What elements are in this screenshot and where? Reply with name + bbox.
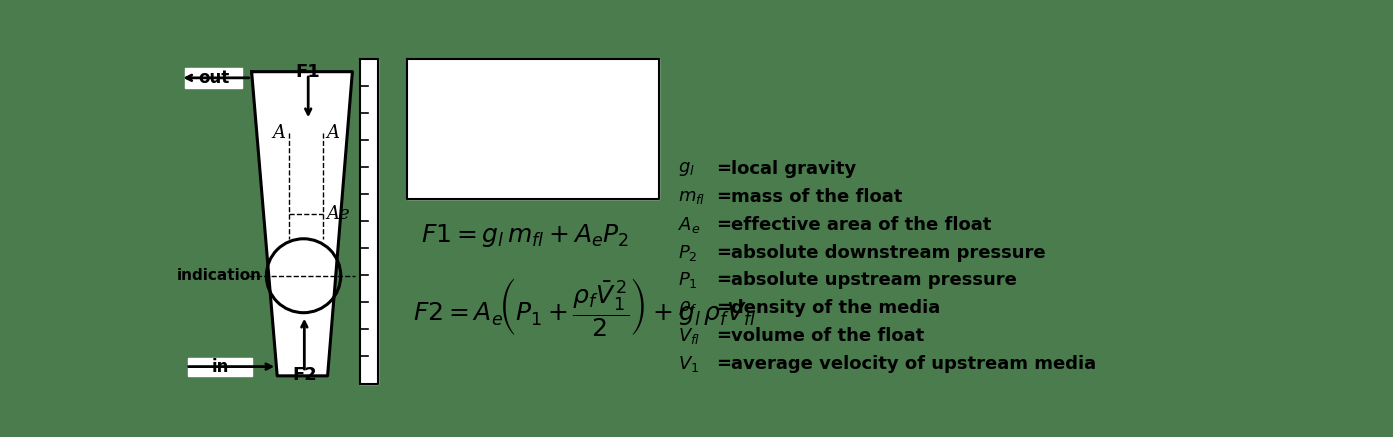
Text: =: = [716,188,731,206]
Polygon shape [188,358,252,376]
Text: =: = [716,327,731,345]
Text: $\rho_f$: $\rho_f$ [678,299,698,317]
Polygon shape [252,72,352,376]
Text: local gravity: local gravity [730,160,855,178]
Text: out: out [198,69,230,87]
Text: =: = [716,354,731,372]
Text: absolute downstream pressure: absolute downstream pressure [730,244,1045,262]
Text: indication: indication [177,268,262,283]
Text: =: = [716,271,731,289]
Polygon shape [407,59,659,199]
Polygon shape [185,68,242,88]
Text: $g_l$: $g_l$ [678,160,695,178]
Text: effective area of the float: effective area of the float [730,216,990,234]
Text: $F2 = A_e\!\left(P_1 + \dfrac{\rho_f \bar{V}_1^{\,2}}{2}\right) + g_l\,\rho_f V_: $F2 = A_e\!\left(P_1 + \dfrac{\rho_f \ba… [412,276,756,337]
Text: A: A [272,124,286,142]
Text: $m_{fl}$: $m_{fl}$ [678,188,705,206]
Text: F1: F1 [295,63,320,81]
Text: =: = [716,299,731,317]
Text: $F1 = g_l\,m_{\mathit{fl}} + A_e P_2$: $F1 = g_l\,m_{\mathit{fl}} + A_e P_2$ [421,222,628,249]
Text: absolute upstream pressure: absolute upstream pressure [730,271,1017,289]
Text: mass of the float: mass of the float [730,188,901,206]
Text: Ae: Ae [326,205,350,223]
Text: =: = [716,216,731,234]
Text: $V_{fl}$: $V_{fl}$ [678,326,701,346]
Text: F2: F2 [293,365,316,384]
Text: =: = [716,160,731,178]
Text: $V_1$: $V_1$ [678,354,699,374]
Text: A: A [327,124,340,142]
Text: $A_e$: $A_e$ [678,215,701,235]
Text: volume of the float: volume of the float [730,327,924,345]
Text: average velocity of upstream media: average velocity of upstream media [730,354,1096,372]
Text: $P_1$: $P_1$ [678,271,698,290]
Text: $P_2$: $P_2$ [678,243,698,263]
Text: in: in [212,357,228,375]
Text: =: = [716,244,731,262]
Text: density of the media: density of the media [730,299,940,317]
Polygon shape [361,59,378,384]
